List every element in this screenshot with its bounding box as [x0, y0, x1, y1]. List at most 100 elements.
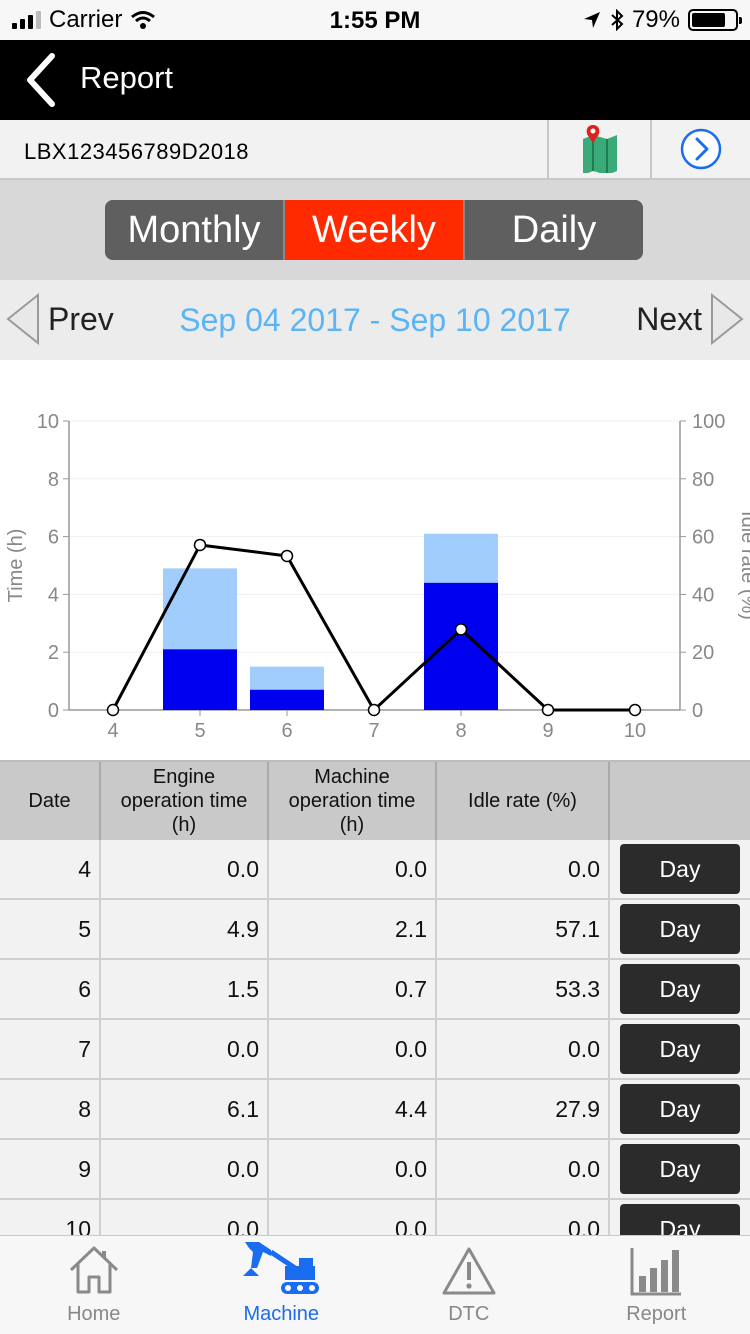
x-tick-label: 9	[542, 720, 553, 742]
machine-time-bar	[424, 582, 498, 710]
day-button[interactable]: Day	[620, 1084, 740, 1134]
table-header: Date Engine operation time (h) Machine o…	[0, 762, 750, 840]
wifi-icon	[131, 11, 156, 29]
usage-chart: 0 2 4 6 8 10 0 20 40 60 80 100 Time (h) Idle rate (%)…	[0, 360, 750, 760]
header-machine-line2: operation time	[288, 790, 416, 812]
day-button[interactable]: Day	[620, 1024, 740, 1074]
day-button[interactable]: Day	[620, 844, 740, 894]
cell-date: 8	[0, 1080, 101, 1138]
triangle-right-icon	[711, 292, 744, 346]
header-engine-line3: (h)	[171, 814, 197, 836]
cell-action: Day	[610, 1140, 750, 1198]
carrier-label: Carrier	[49, 6, 123, 33]
machine-next-button[interactable]	[650, 120, 750, 178]
status-right: 79%	[582, 6, 742, 34]
cell-idle-rate: 0.0	[437, 1200, 610, 1235]
triangle-left-icon	[6, 292, 39, 346]
y-axis-title: Time (h)	[5, 529, 27, 603]
idle-rate-point	[367, 703, 381, 717]
cell-engine-time: 0.0	[101, 1140, 269, 1198]
y-tick-label: 2	[48, 642, 59, 664]
y2-tick-label: 0	[692, 700, 703, 722]
cell-action: Day	[610, 1200, 750, 1235]
tab-weekly[interactable]: Weekly	[285, 200, 465, 260]
x-tick-label: 10	[624, 720, 646, 742]
x-tick-label: 8	[455, 720, 466, 742]
idle-rate-point	[106, 703, 120, 717]
cell-date: 5	[0, 900, 101, 958]
battery-fill	[692, 13, 726, 27]
y-tick-label: 10	[37, 411, 59, 433]
cell-engine-time: 0.0	[101, 1200, 269, 1235]
status-time: 1:55 PM	[329, 7, 421, 34]
cell-action: Day	[610, 1020, 750, 1078]
tab-monthly[interactable]: Monthly	[105, 200, 285, 260]
tabbar-item-machine[interactable]: Machine	[188, 1236, 376, 1334]
tabbar-item-report[interactable]: Report	[563, 1236, 750, 1334]
cell-idle-rate: 0.0	[437, 1020, 610, 1078]
tabbar-item-dtc[interactable]: DTC	[375, 1236, 563, 1334]
table-row: 7 0.0 0.0 0.0 Day	[0, 1020, 750, 1080]
cell-idle-rate: 0.0	[437, 1140, 610, 1198]
y2-tick-label: 80	[692, 469, 714, 491]
prev-button[interactable]: Prev	[4, 292, 114, 346]
tabbar-label: Machine	[243, 1303, 320, 1325]
date-navigation: Prev Sep 04 2017 - Sep 10 2017 Next	[0, 280, 750, 360]
header-engine-line2: operation time	[120, 790, 248, 812]
cell-machine-time: 0.0	[269, 1200, 437, 1235]
header-engine-line1: Engine	[152, 766, 216, 788]
idle-rate-point	[628, 703, 642, 717]
machine-time-bar	[250, 689, 324, 710]
table-row: 6 1.5 0.7 53.3 Day	[0, 960, 750, 1020]
day-button[interactable]: Day	[620, 904, 740, 954]
day-button[interactable]: Day	[620, 1144, 740, 1194]
home-icon	[67, 1244, 121, 1301]
cell-action: Day	[610, 840, 750, 898]
y-tick-label: 8	[48, 469, 59, 491]
warning-icon	[441, 1246, 497, 1301]
header-action	[610, 762, 750, 840]
status-bar: Carrier 1:55 PM 79%	[0, 0, 750, 40]
bluetooth-icon	[611, 9, 624, 31]
table-row: 8 6.1 4.4 27.9 Day	[0, 1080, 750, 1140]
cell-date: 10	[0, 1200, 101, 1235]
tabbar-item-home[interactable]: Home	[0, 1236, 188, 1334]
map-pin-icon	[582, 125, 617, 173]
header-machine-time: Machine operation time (h)	[269, 762, 437, 840]
cell-idle-rate: 57.1	[437, 900, 610, 958]
x-tick-label: 5	[194, 720, 205, 742]
x-tick-label: 7	[368, 720, 379, 742]
page-title: Report	[80, 60, 174, 95]
battery-icon	[688, 9, 742, 31]
y-tick-label: 4	[48, 584, 59, 606]
nav-bar: Report	[0, 40, 750, 120]
cell-date: 4	[0, 840, 101, 898]
excavator-icon	[241, 1240, 321, 1301]
prev-label: Prev	[48, 300, 114, 337]
machine-id-row: LBX123456789D2018	[0, 120, 750, 180]
cell-engine-time: 0.0	[101, 840, 269, 898]
chevron-left-icon[interactable]	[18, 52, 68, 108]
location-icon	[583, 12, 600, 28]
cell-engine-time: 0.0	[101, 1020, 269, 1078]
tab-daily[interactable]: Daily	[465, 200, 643, 260]
battery-percent: 79%	[631, 6, 680, 33]
cell-machine-time: 4.4	[269, 1080, 437, 1138]
cell-idle-rate: 27.9	[437, 1080, 610, 1138]
map-button[interactable]	[547, 120, 650, 178]
y2-tick-label: 100	[692, 411, 725, 433]
cell-action: Day	[610, 960, 750, 1018]
bar-chart-icon	[629, 1246, 683, 1301]
period-selector-area: Monthly Weekly Daily	[0, 180, 750, 280]
status-left: Carrier	[12, 6, 156, 34]
day-button[interactable]: Day	[620, 964, 740, 1014]
idle-rate-point	[280, 549, 294, 563]
next-button[interactable]: Next	[636, 292, 746, 346]
cell-idle-rate: 0.0	[437, 840, 610, 898]
day-button[interactable]: Day	[620, 1204, 740, 1235]
table-row: 4 0.0 0.0 0.0 Day	[0, 840, 750, 900]
y2-axis-title: Idle rate (%)	[737, 511, 750, 620]
header-engine-time: Engine operation time (h)	[101, 762, 269, 840]
